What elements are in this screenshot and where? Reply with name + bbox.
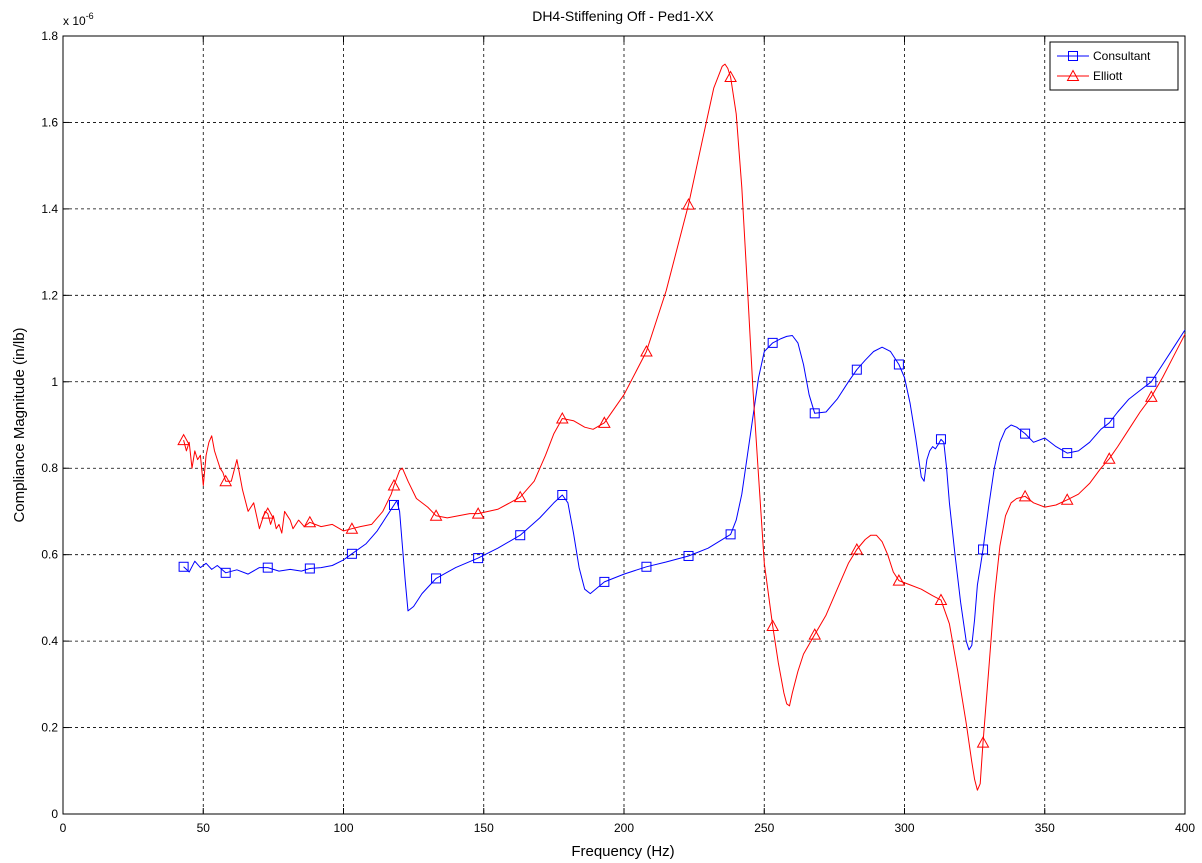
data-marker-elliott bbox=[1102, 452, 1116, 464]
data-marker-elliott bbox=[892, 574, 906, 586]
data-marker-elliott bbox=[976, 736, 990, 748]
series-line-consultant bbox=[183, 329, 1186, 651]
data-marker-consultant bbox=[935, 434, 946, 445]
data-marker-elliott bbox=[934, 593, 948, 606]
data-marker-consultant bbox=[683, 550, 694, 561]
data-marker-consultant bbox=[725, 529, 736, 540]
data-marker-consultant bbox=[220, 567, 231, 578]
y-tick-label: 1.8 bbox=[41, 29, 58, 43]
data-marker-consultant bbox=[893, 359, 904, 370]
data-marker-consultant bbox=[431, 573, 442, 584]
data-marker-consultant bbox=[1062, 448, 1073, 459]
data-marker-consultant bbox=[1146, 376, 1157, 387]
x-tick-label: 100 bbox=[333, 821, 353, 835]
data-marker-consultant bbox=[851, 364, 862, 375]
data-marker-elliott bbox=[1144, 390, 1158, 402]
legend-marker-elliott bbox=[1066, 69, 1080, 81]
y-axis-label: Compliance Magnitude (in/lb) bbox=[11, 327, 28, 522]
x-tick-label: 300 bbox=[894, 821, 914, 835]
data-marker-consultant bbox=[599, 576, 610, 587]
data-marker-elliott bbox=[724, 70, 737, 83]
legend-label-consultant: Consultant bbox=[1093, 49, 1151, 63]
y-tick-label: 1.6 bbox=[41, 115, 58, 129]
legend: Consultant Elliott bbox=[1049, 41, 1179, 91]
data-marker-consultant bbox=[978, 544, 989, 555]
data-marker-elliott bbox=[766, 619, 780, 631]
x-tick-label: 150 bbox=[474, 821, 494, 835]
data-marker-consultant bbox=[557, 490, 568, 501]
axis-ticks: 0 50 100 150 200 250 300 350 400 0 0.2 0.4 0.6 0.8 1 1.… bbox=[41, 29, 1195, 835]
data-marker-elliott bbox=[598, 416, 611, 428]
x-tick-label: 250 bbox=[754, 821, 774, 835]
x-tick-label: 200 bbox=[614, 821, 634, 835]
y-exponent-base: x 10 bbox=[63, 14, 86, 28]
chart-title: DH4-Stiffening Off - Ped1-XX bbox=[532, 8, 714, 24]
legend-label-elliott: Elliott bbox=[1093, 69, 1123, 83]
data-marker-elliott bbox=[429, 509, 443, 521]
data-marker-consultant bbox=[346, 548, 357, 559]
y-tick-label: 0.2 bbox=[41, 721, 58, 735]
y-exponent-label: x 10-6 bbox=[63, 11, 94, 28]
gridlines bbox=[63, 36, 1185, 814]
y-tick-label: 0.6 bbox=[41, 548, 58, 562]
data-marker-elliott bbox=[640, 344, 653, 357]
data-marker-elliott bbox=[682, 198, 695, 210]
y-tick-label: 0 bbox=[51, 807, 58, 821]
data-marker-consultant bbox=[1104, 417, 1115, 428]
data-marker-consultant bbox=[809, 408, 820, 419]
data-marker-consultant bbox=[262, 562, 273, 573]
data-marker-elliott bbox=[513, 490, 527, 503]
data-marker-elliott bbox=[177, 433, 190, 446]
data-marker-consultant bbox=[767, 337, 778, 348]
y-exponent-power: -6 bbox=[86, 11, 94, 21]
data-marker-elliott bbox=[345, 522, 359, 534]
data-marker-consultant bbox=[473, 553, 484, 564]
data-marker-consultant bbox=[1020, 428, 1031, 439]
data-marker-elliott bbox=[1018, 489, 1032, 502]
series-layer bbox=[177, 63, 1186, 791]
y-tick-label: 1.2 bbox=[41, 288, 58, 302]
data-marker-consultant bbox=[178, 561, 189, 572]
data-marker-consultant bbox=[388, 499, 399, 510]
data-marker-elliott bbox=[471, 507, 485, 519]
data-marker-elliott bbox=[387, 478, 401, 491]
data-marker-elliott bbox=[261, 507, 275, 519]
x-tick-label: 350 bbox=[1035, 821, 1055, 835]
x-tick-label: 400 bbox=[1175, 821, 1195, 835]
legend-box bbox=[1049, 41, 1179, 91]
x-tick-label: 50 bbox=[197, 821, 211, 835]
legend-marker-consultant bbox=[1068, 51, 1078, 61]
data-marker-elliott bbox=[555, 411, 569, 424]
data-marker-elliott bbox=[303, 515, 317, 528]
data-marker-elliott bbox=[808, 628, 822, 640]
data-marker-consultant bbox=[304, 563, 315, 574]
data-marker-elliott bbox=[850, 542, 864, 555]
y-tick-label: 0.8 bbox=[41, 461, 58, 475]
x-tick-label: 0 bbox=[60, 821, 67, 835]
data-marker-elliott bbox=[219, 474, 233, 487]
data-marker-consultant bbox=[641, 561, 652, 572]
data-marker-consultant bbox=[515, 530, 526, 541]
y-tick-label: 0.4 bbox=[41, 634, 58, 648]
x-axis-label: Frequency (Hz) bbox=[571, 843, 674, 860]
y-tick-label: 1 bbox=[51, 375, 58, 389]
y-tick-label: 1.4 bbox=[41, 202, 58, 216]
data-marker-elliott bbox=[1060, 493, 1074, 505]
